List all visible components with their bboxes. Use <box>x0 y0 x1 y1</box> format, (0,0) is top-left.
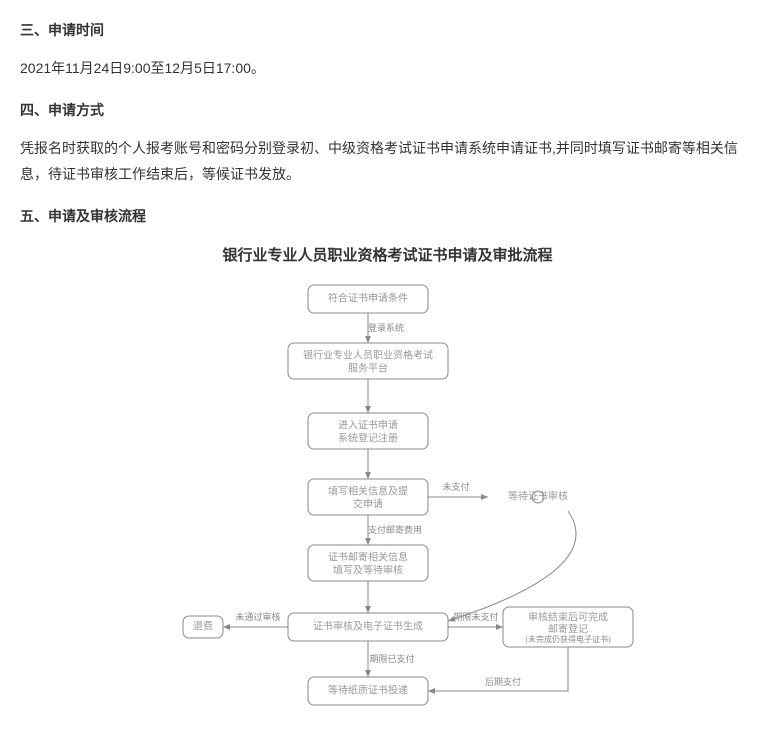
flow-node-start-label: 符合证书申请条件 <box>328 291 408 304</box>
flow-edge-label: 登录系统 <box>367 322 403 333</box>
flow-node-after-audit-l1: 审核结束后可完成 <box>528 610 608 623</box>
flow-node-audit-gen-label: 证书审核及电子证书生成 <box>313 619 423 632</box>
flow-node-after-audit-note: (未完成仍获得电子证书) <box>525 634 611 644</box>
flow-node-mailinfo-l2: 填写及等待审核 <box>333 563 403 576</box>
flow-node-platform-l2: 服务平台 <box>348 361 388 374</box>
section5-heading: 五、申请及审核流程 <box>20 206 755 226</box>
flow-node-delivery-label: 等待纸质证书投递 <box>328 683 408 696</box>
section3-heading: 三、申请时间 <box>20 20 755 40</box>
flow-node-fillinfo-l2: 交申请 <box>353 497 383 510</box>
section3-body: 2021年11月24日9:00至12月5日17:00。 <box>20 55 755 82</box>
flow-edge-label: 支付邮寄费用 <box>367 524 421 535</box>
flowchart-svg: 符合证书申请条件 登录系统 银行业专业人员职业资格考试 服务平台 进入证书申请 … <box>108 279 668 729</box>
flow-node-register-l1: 进入证书申请 <box>338 418 398 431</box>
section4-body: 凭报名时获取的个人报考账号和密码分别登录初、中级资格考试证书申请系统申请证书,并… <box>20 135 755 188</box>
flow-edge-label: 未通过审核 <box>235 611 280 622</box>
flowchart-container: 符合证书申请条件 登录系统 银行业专业人员职业资格考试 服务平台 进入证书申请 … <box>20 279 755 729</box>
flow-edge-label: 后期支付 <box>484 676 520 687</box>
flow-edge <box>448 511 576 621</box>
flow-node-wait-audit-label: 等待证书审核 <box>508 489 568 502</box>
flow-node-fillinfo-l1: 填写相关信息及提 <box>328 484 408 497</box>
flow-edge-label: 期限已支付 <box>369 653 414 664</box>
flow-node-platform-l1: 银行业专业人员职业资格考试 <box>303 348 433 361</box>
flow-edge-label: 未支付 <box>442 481 469 492</box>
flow-node-mailinfo-l1: 证书邮寄相关信息 <box>328 550 408 563</box>
flow-edge-label: 期限未支付 <box>453 611 498 622</box>
flowchart-title: 银行业专业人员职业资格考试证书申请及审批流程 <box>20 244 755 265</box>
flow-node-refund-label: 退费 <box>193 619 213 632</box>
flow-node-register-l2: 系统登记注册 <box>338 431 398 444</box>
flow-node-after-audit-l2: 邮寄登记 <box>548 622 588 635</box>
section4-heading: 四、申请方式 <box>20 100 755 120</box>
